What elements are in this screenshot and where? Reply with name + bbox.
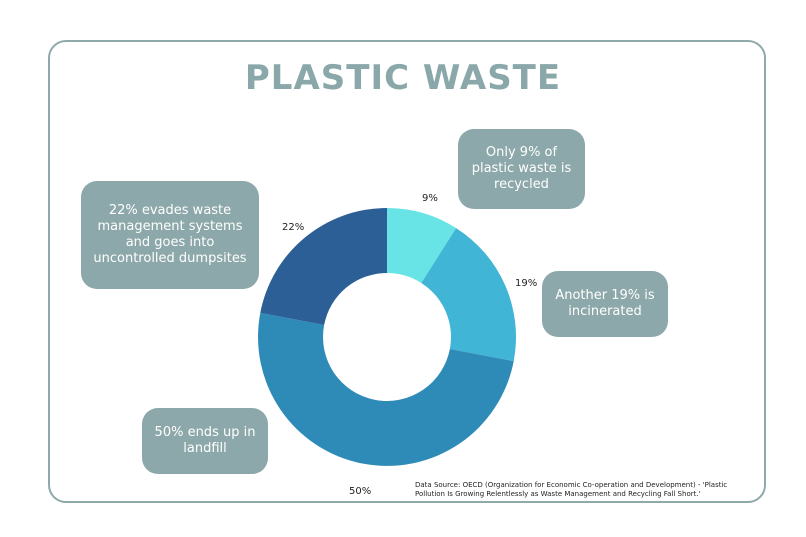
card-frame (48, 40, 766, 503)
callout-recycled: Only 9% of plastic waste is recycled (458, 129, 585, 209)
slice-incinerated (421, 228, 516, 362)
label-recycled: 9% (422, 193, 438, 204)
callout-incinerated: Another 19% is incinerated (542, 271, 668, 337)
label-dumpsites: 22% (282, 222, 305, 233)
callout-landfill: 50% ends up in landfill (142, 408, 268, 474)
callout-dumpsites: 22% evades waste management systems and … (81, 181, 259, 289)
label-landfill: 50% (349, 486, 372, 497)
slice-recycled (387, 208, 457, 283)
slice-dumpsites (260, 208, 387, 326)
data-source: Data Source: OECD (Organization for Econ… (415, 481, 728, 498)
slice-landfill (258, 312, 514, 466)
page-title: PLASTIC WASTE (244, 58, 562, 98)
label-incinerated: 19% (515, 278, 538, 289)
